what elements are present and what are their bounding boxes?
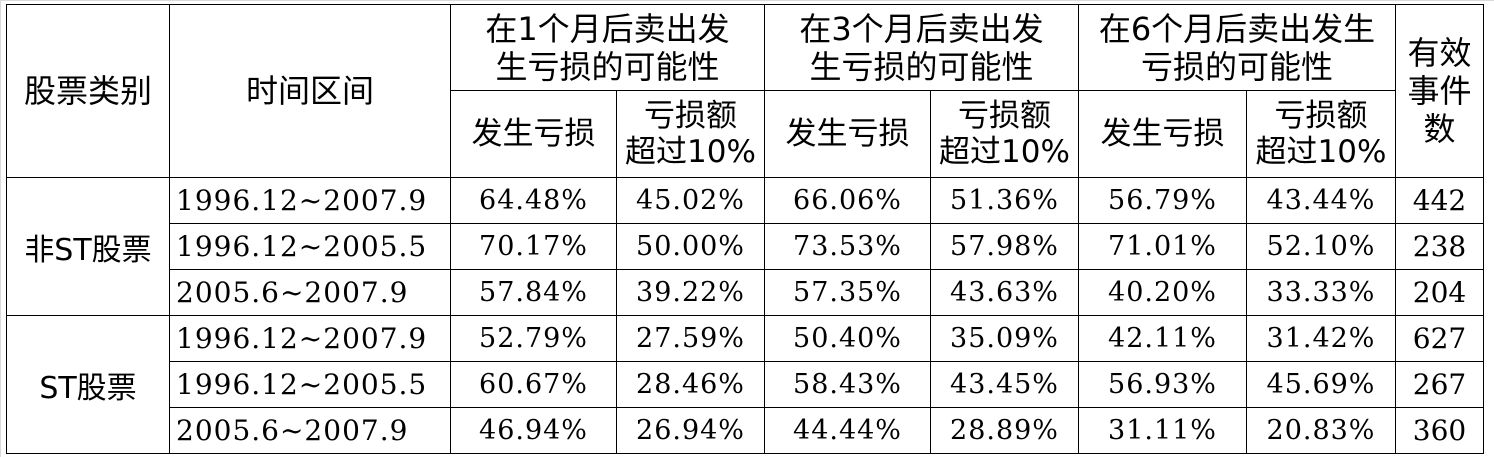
value-cell[interactable]: 60.67%: [450, 361, 617, 408]
table-row: 1996.12~2005.5 60.67% 28.46% 58.43% 43.4…: [7, 361, 1484, 408]
table-row: ST股票 1996.12~2007.9 52.79% 27.59% 50.40%…: [6, 315, 1484, 454]
value-cell[interactable]: 31.42%: [1246, 315, 1396, 362]
value-cell[interactable]: 46.94%: [450, 407, 617, 454]
period-cell[interactable]: 1996.12~2007.9: [169, 315, 451, 362]
header-group-6-month-line1: 在6个月后卖出发生: [1098, 9, 1376, 48]
value-cell[interactable]: 33.33%: [1246, 269, 1396, 316]
category-cell[interactable]: 非ST股票: [6, 177, 170, 316]
subheader-loss-6m[interactable]: 发生亏损: [1078, 90, 1247, 178]
value-cell[interactable]: 57.35%: [764, 269, 931, 316]
value-cell[interactable]: 50.00%: [616, 223, 765, 270]
count-cell[interactable]: 204: [1395, 269, 1484, 316]
value-cell[interactable]: 64.48%: [450, 177, 617, 224]
value-cell[interactable]: 56.93%: [1078, 361, 1247, 408]
header-valid-events[interactable]: 有效 事件 数: [1395, 4, 1484, 178]
value-cell[interactable]: 66.06%: [764, 177, 931, 224]
subheader-loss-1m[interactable]: 发生亏损: [450, 90, 617, 178]
value-cell[interactable]: 57.98%: [930, 223, 1079, 270]
period-cell[interactable]: 1996.12~2005.5: [169, 361, 451, 408]
value-cell[interactable]: 50.40%: [764, 315, 931, 362]
table-row: 非ST股票 1996.12~2007.9 64.48% 45.02% 66.06…: [6, 177, 1484, 316]
subheader-text-line2: 超过10%: [939, 134, 1070, 170]
subheader-loss-3m[interactable]: 发生亏损: [764, 90, 931, 178]
value-cell[interactable]: 20.83%: [1246, 407, 1396, 454]
value-cell[interactable]: 35.09%: [930, 315, 1079, 362]
count-cell[interactable]: 360: [1395, 407, 1484, 454]
subheader-loss-over-10pct-3m[interactable]: 亏损额 超过10%: [930, 90, 1079, 178]
value-cell[interactable]: 40.20%: [1078, 269, 1247, 316]
header-group-6-month[interactable]: 在6个月后卖出发生 亏损的可能性: [1078, 4, 1396, 91]
value-cell[interactable]: 39.22%: [616, 269, 765, 316]
header-group-3-month[interactable]: 在3个月后卖出发 生亏损的可能性: [764, 4, 1079, 91]
value-cell[interactable]: 27.59%: [616, 315, 765, 362]
count-cell[interactable]: 442: [1395, 177, 1484, 224]
header-group-1-month-line2: 生亏损的可能性: [495, 47, 720, 86]
table-row: 2005.6~2007.9 46.94% 26.94% 44.44% 28.89…: [7, 407, 1484, 454]
value-cell[interactable]: 52.79%: [450, 315, 617, 362]
count-cell[interactable]: 627: [1395, 315, 1484, 362]
table-row: 1996.12~2005.5 70.17% 50.00% 73.53% 57.9…: [7, 223, 1484, 270]
count-cell[interactable]: 238: [1395, 223, 1484, 270]
value-cell[interactable]: 45.02%: [616, 177, 765, 224]
count-cell[interactable]: 267: [1395, 361, 1484, 408]
value-cell[interactable]: 45.69%: [1246, 361, 1396, 408]
value-cell[interactable]: 28.89%: [930, 407, 1079, 454]
header-category[interactable]: 股票类别: [6, 4, 170, 178]
value-cell[interactable]: 58.43%: [764, 361, 931, 408]
value-cell[interactable]: 28.46%: [616, 361, 765, 408]
value-cell[interactable]: 51.36%: [930, 177, 1079, 224]
value-cell[interactable]: 44.44%: [764, 407, 931, 454]
period-cell[interactable]: 2005.6~2007.9: [169, 269, 451, 316]
subheader-loss-over-10pct-1m[interactable]: 亏损额 超过10%: [616, 90, 765, 178]
period-cell[interactable]: 2005.6~2007.9: [169, 407, 451, 454]
value-cell[interactable]: 71.01%: [1078, 223, 1247, 270]
category-cell[interactable]: ST股票: [6, 315, 170, 454]
value-cell[interactable]: 42.11%: [1078, 315, 1247, 362]
subheader-text-line2: 超过10%: [625, 134, 756, 170]
header-valid-events-line2: 事件: [1407, 72, 1472, 110]
period-cell[interactable]: 1996.12~2007.9: [169, 177, 451, 224]
header-group-6-month-line2: 亏损的可能性: [1140, 47, 1333, 86]
header-group-3-month-line1: 在3个月后卖出发: [799, 9, 1044, 48]
header-valid-events-line1: 有效: [1407, 34, 1472, 72]
subheader-text-line2: 超过10%: [1255, 134, 1387, 170]
value-cell[interactable]: 70.17%: [450, 223, 617, 270]
period-cell[interactable]: 1996.12~2005.5: [169, 223, 451, 270]
value-cell[interactable]: 43.63%: [930, 269, 1079, 316]
header-group-1-month[interactable]: 在1个月后卖出发 生亏损的可能性: [450, 4, 765, 91]
value-cell[interactable]: 43.44%: [1246, 177, 1396, 224]
value-cell[interactable]: 31.11%: [1078, 407, 1247, 454]
value-cell[interactable]: 52.10%: [1246, 223, 1396, 270]
value-cell[interactable]: 26.94%: [616, 407, 765, 454]
subheader-text-line1: 亏损额: [1274, 98, 1368, 134]
value-cell[interactable]: 73.53%: [764, 223, 931, 270]
value-cell[interactable]: 57.84%: [450, 269, 617, 316]
subheader-loss-over-10pct-6m[interactable]: 亏损额 超过10%: [1246, 90, 1396, 178]
header-valid-events-line3: 数: [1423, 110, 1456, 148]
value-cell[interactable]: 43.45%: [930, 361, 1079, 408]
header-group-1-month-line1: 在1个月后卖出发: [485, 9, 730, 48]
table-row: 2005.6~2007.9 57.84% 39.22% 57.35% 43.63…: [7, 269, 1484, 316]
loss-probability-table: 股票类别 时间区间 在1个月后卖出发 生亏损的可能性 在3个月后卖出发 生亏损的…: [6, 4, 1484, 454]
subheader-text-line1: 亏损额: [958, 98, 1051, 134]
header-period[interactable]: 时间区间: [169, 4, 451, 178]
header-group-3-month-line2: 生亏损的可能性: [809, 47, 1034, 86]
value-cell[interactable]: 56.79%: [1078, 177, 1247, 224]
subheader-text-line1: 亏损额: [644, 98, 737, 134]
